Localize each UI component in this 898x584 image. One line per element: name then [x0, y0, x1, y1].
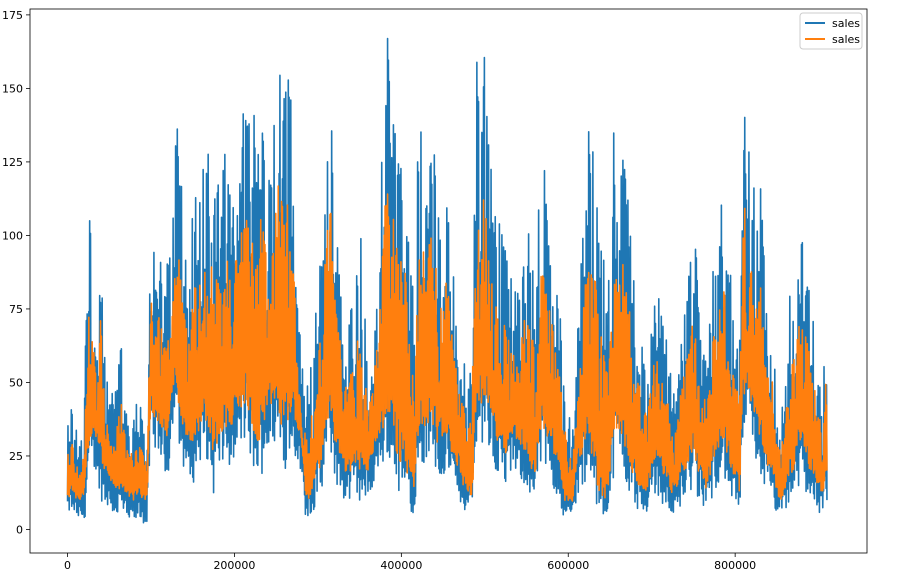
y-tick-label: 125: [2, 156, 23, 169]
axes-layer: 0 200000 400000 600000 800000 0 25 50 75 100 125 15…: [2, 8, 868, 572]
x-tick-label: 800000: [714, 559, 756, 572]
y-tick-label: 0: [16, 523, 23, 536]
x-tick-label: 0: [64, 559, 71, 572]
y-tick-label: 50: [9, 376, 23, 389]
y-tick-label: 150: [2, 82, 23, 95]
x-tick-label: 200000: [213, 559, 255, 572]
y-tick-label: 75: [9, 303, 23, 316]
series-line-2: [66, 185, 828, 502]
legend: sales sales: [799, 12, 863, 50]
y-tick-label: 100: [2, 229, 23, 242]
x-tick-label: 400000: [380, 559, 422, 572]
x-tick-label: 600000: [547, 559, 589, 572]
series-layer: [66, 37, 828, 524]
legend-label: sales: [832, 33, 860, 46]
y-tick-label: 25: [9, 450, 23, 463]
legend-label: sales: [832, 17, 860, 30]
y-tick-label: 175: [2, 9, 23, 22]
plot-frame: [29, 8, 868, 554]
